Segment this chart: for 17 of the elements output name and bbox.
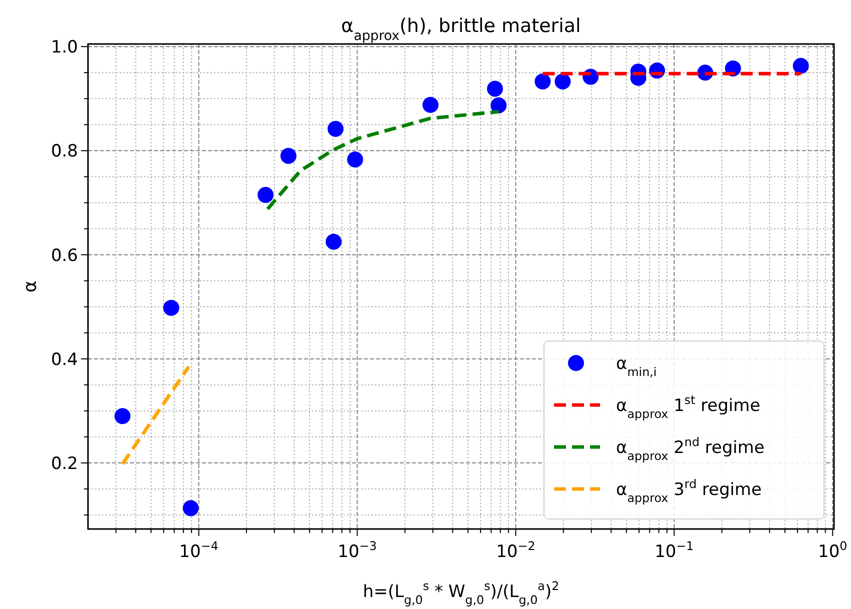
x-tick-label: 10$^{−3}$ <box>338 539 377 562</box>
y-tick-label: 0.6 <box>50 246 78 266</box>
x-tick-label: 10$^{−1}$ <box>654 539 694 562</box>
legend-label: α$_{approx}$ 1$^{st}$ regime <box>616 393 760 421</box>
legend-label: α$_{approx}$ 3$^{rd}$ regime <box>616 477 762 505</box>
y-tick-label: 0.8 <box>50 142 78 162</box>
legend-label: α$_{approx}$ 2$^{nd}$ regime <box>616 435 765 463</box>
legend-label: α$_{min,i}$ <box>616 354 657 379</box>
y-tick-label: 0.4 <box>50 350 78 370</box>
text: h=(L$_{g,0}$$^{s}$ * W$_{g,0}$$^{s}$)/(L$_{g,0}$$^{a}$)$^{2}$ <box>362 579 560 607</box>
y-axis-title: α <box>20 280 41 292</box>
x-tick-label: 10$^{0}$ <box>818 539 848 562</box>
chart-title: α$_{approx}$(h), brittle material <box>341 15 581 44</box>
y-tick-label: 1.0 <box>50 38 78 58</box>
y-tick-label: 0.2 <box>50 454 78 474</box>
x-tick-label: 10$^{−4}$ <box>179 539 218 562</box>
x-tick-label: 10$^{−2}$ <box>496 539 536 562</box>
